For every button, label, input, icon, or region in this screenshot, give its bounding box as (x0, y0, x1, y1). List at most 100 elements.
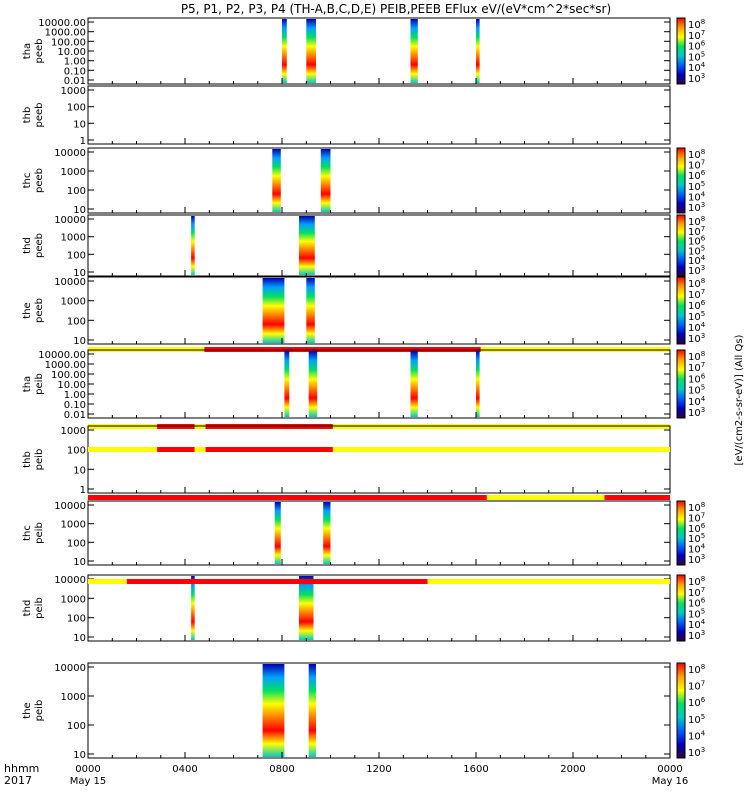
x-tick-label: 0000 (657, 764, 682, 775)
y-axis-label: peeb (34, 168, 45, 193)
colorbar-tick-label: 108 (688, 663, 705, 676)
y-tick-label: 10 (73, 336, 86, 347)
colorbar-tick-exponent: 6 (701, 299, 706, 307)
panel-thb_peeb: 1000 100 10 1 thb peeb (22, 85, 671, 147)
colorbar-tick-exponent: 8 (701, 501, 705, 509)
colorbar-tick-exponent: 8 (701, 18, 705, 26)
spectrogram-burst (191, 576, 195, 640)
colorbar-tick-label: 103 (688, 746, 705, 759)
colorbar-tick-exponent: 8 (701, 215, 705, 223)
y-tick-label: 10.00 (57, 47, 86, 58)
colorbar-tick-exponent: 7 (701, 29, 705, 37)
colorbar-tick-label: 103 (688, 201, 705, 214)
y-axis-label: thc (22, 173, 33, 189)
spectrogram-burst (274, 502, 281, 564)
colorbar-tick-exponent: 4 (701, 254, 706, 262)
x-axis-label-hhmm: hhmm (4, 762, 39, 775)
panel-frame (87, 214, 671, 277)
flag-bar-segment (486, 495, 605, 500)
colorbar-tick-label: 107 (688, 680, 705, 693)
colorbar-tick-exponent: 6 (701, 40, 706, 48)
x-axis-label-year: 2017 (4, 774, 32, 787)
y-tick-label: 100 (67, 250, 86, 261)
colorbar-tick-exponent: 6 (701, 522, 706, 530)
y-tick-label: 10 (73, 750, 86, 761)
colorbar (676, 17, 686, 85)
colorbar-tick-exponent: 3 (701, 72, 705, 80)
y-tick-label: 0.01 (64, 76, 86, 87)
panel-frame (87, 85, 671, 145)
colorbar (676, 147, 686, 214)
colorbar-tick-exponent: 5 (701, 50, 705, 58)
spectrogram-burst (308, 351, 318, 417)
colorbar (676, 349, 686, 419)
spectrogram-burst (476, 19, 480, 83)
y-tick-label: 10 (73, 633, 86, 644)
colorbar-tick-label: 106 (688, 696, 706, 709)
colorbar-tick-exponent: 5 (701, 244, 705, 252)
colorbar-tick-exponent: 4 (701, 618, 706, 626)
y-axis-label: peib (34, 449, 45, 471)
spectrogram-burst (308, 664, 316, 757)
panel-the_peib: 10000 1000 100 10 the peib 108 107 106 105 104 103 (22, 662, 706, 761)
chart-title: P5, P1, P2, P3, P4 (TH-A,B,C,D,E) PEIB,P… (181, 2, 611, 16)
y-tick-label: 0.01 (64, 410, 86, 421)
y-axis-label: peib (34, 373, 45, 395)
colorbar-tick-exponent: 8 (701, 575, 705, 583)
colorbar-tick-label: 103 (688, 406, 705, 419)
colorbar-tick-label: 103 (688, 264, 705, 277)
colorbar-tick-exponent: 5 (701, 607, 705, 615)
colorbar-tick-exponent: 3 (701, 629, 705, 637)
y-axis-label: peeb (34, 298, 45, 323)
flag-bar-segment (427, 579, 670, 584)
colorbar-tick-exponent: 4 (701, 321, 706, 329)
y-axis-label: peeb (34, 103, 45, 128)
y-axis-label: the (22, 702, 33, 718)
spectrogram-burst (284, 351, 290, 417)
colorbar (676, 574, 686, 642)
colorbar-tick-label: 103 (688, 553, 705, 566)
y-tick-label: 100 (67, 186, 86, 197)
spectrogram-burst (191, 216, 195, 275)
colorbar-tick-exponent: 6 (701, 696, 706, 704)
y-tick-label: 10000 (54, 501, 86, 512)
y-tick-label: 1.00 (64, 57, 86, 68)
y-axis-label: the (22, 302, 33, 318)
y-axis-label: thb (22, 451, 33, 468)
x-tick-label: 2000 (560, 764, 585, 775)
colorbar-tick-exponent: 4 (701, 61, 706, 69)
colorbar-tick-exponent: 6 (701, 169, 706, 177)
colorbar-tick-exponent: 7 (701, 586, 705, 594)
colorbar-tick-exponent: 5 (701, 180, 705, 188)
colorbar-tick-exponent: 6 (701, 372, 706, 380)
colorbar-tick-exponent: 7 (701, 680, 705, 688)
colorbar-tick-exponent: 3 (701, 201, 705, 209)
y-tick-label: 10000 (54, 148, 86, 159)
y-tick-label: 0.10 (64, 400, 86, 411)
y-tick-label: 1 (80, 485, 86, 496)
flag-bar-segment (88, 495, 487, 500)
y-tick-label: 10 (73, 557, 86, 568)
spectrogram-burst (410, 19, 418, 83)
colorbar-tick-exponent: 3 (701, 264, 705, 272)
y-tick-label: 100 (67, 316, 86, 327)
spectrogram-burst (306, 278, 315, 343)
y-tick-label: 10000 (54, 215, 86, 226)
y-tick-label: 100 (67, 538, 86, 549)
y-tick-label: 10 (73, 268, 86, 279)
colorbar-tick-exponent: 4 (701, 395, 706, 403)
colorbar-tick-exponent: 5 (701, 310, 705, 318)
panel-frame (87, 276, 671, 345)
colorbar-tick-label: 104 (688, 729, 706, 742)
y-tick-label: 1 (80, 136, 86, 147)
y-axis-label: thd (22, 600, 33, 617)
x-tick-sublabel: May 16 (652, 776, 689, 787)
x-tick-label: 0000 (75, 764, 100, 775)
y-tick-label: 1000 (61, 520, 86, 531)
